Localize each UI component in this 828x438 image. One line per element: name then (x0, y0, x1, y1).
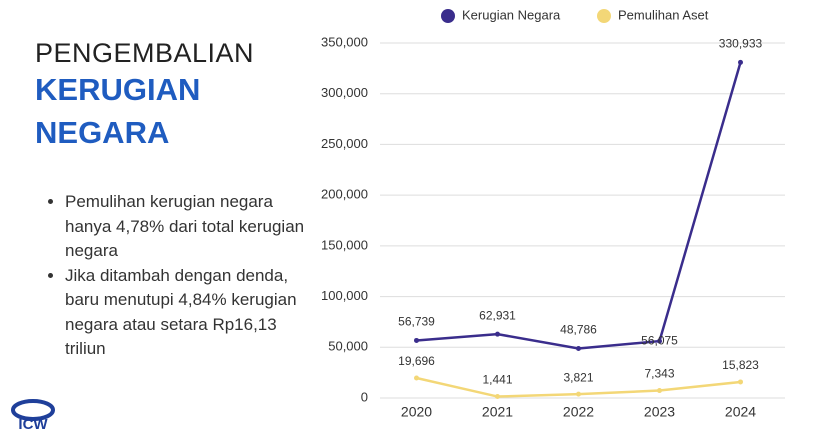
point (657, 388, 662, 394)
legend-swatch (441, 9, 455, 23)
y-tick-label: 350,000 (321, 34, 368, 49)
data-label: 330,933 (719, 37, 763, 51)
legend-swatch (597, 9, 611, 23)
x-tick-label: 2022 (563, 404, 594, 420)
title-line: NEGARA (35, 115, 170, 150)
data-label: 3,821 (563, 370, 593, 384)
point (738, 59, 743, 65)
logo: ICW (11, 399, 55, 433)
legend-label: Pemulihan Aset (618, 7, 709, 22)
bullet-list: Pemulihan kerugian negara hanya 4,78% da… (45, 190, 310, 362)
point (576, 346, 581, 352)
data-label: 7,343 (644, 367, 674, 381)
data-label: 19,696 (398, 354, 435, 368)
title-line: PENGEMBALIAN (35, 38, 255, 68)
point (495, 394, 500, 400)
legend-label: Kerugian Negara (462, 7, 561, 22)
data-label: 48,786 (560, 323, 597, 337)
y-tick-label: 100,000 (321, 288, 368, 303)
point (414, 337, 419, 343)
data-label: 56,075 (641, 333, 678, 347)
data-label: 56,739 (398, 315, 435, 329)
y-tick-label: 150,000 (321, 237, 368, 252)
data-label: 62,931 (479, 308, 516, 322)
data-label: 15,823 (722, 358, 759, 372)
bullet: Jika ditambah dengan denda, baru menutup… (65, 264, 310, 362)
y-tick-label: 300,000 (321, 85, 368, 100)
data-label: 1,441 (482, 373, 512, 387)
y-tick-label: 50,000 (328, 339, 368, 354)
bullet: Pemulihan kerugian negara hanya 4,78% da… (65, 190, 310, 264)
x-tick-label: 2021 (482, 404, 513, 420)
y-tick-label: 200,000 (321, 187, 368, 202)
y-tick-label: 250,000 (321, 136, 368, 151)
series-line (416, 61, 742, 350)
point (657, 338, 662, 344)
logo-text: ICW (18, 416, 48, 433)
x-tick-label: 2023 (644, 404, 675, 420)
x-tick-label: 2024 (725, 404, 756, 420)
x-tick-label: 2020 (401, 404, 432, 420)
point (576, 391, 581, 397)
point (738, 379, 743, 385)
point (414, 375, 419, 381)
point (495, 331, 500, 337)
title-line: KERUGIAN (35, 72, 201, 107)
y-tick-label: 0 (361, 389, 368, 404)
